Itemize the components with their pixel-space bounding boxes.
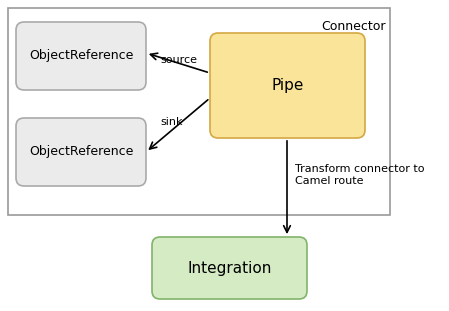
FancyBboxPatch shape xyxy=(152,237,307,299)
Text: ObjectReference: ObjectReference xyxy=(29,146,133,159)
FancyBboxPatch shape xyxy=(16,22,146,90)
Text: source: source xyxy=(160,55,197,65)
FancyBboxPatch shape xyxy=(16,118,146,186)
Text: sink: sink xyxy=(160,117,182,127)
FancyBboxPatch shape xyxy=(210,33,365,138)
Text: Transform connector to Camel route: Transform connector to Camel route xyxy=(295,164,424,186)
Text: Pipe: Pipe xyxy=(271,78,304,93)
Text: ObjectReference: ObjectReference xyxy=(29,49,133,63)
Text: Integration: Integration xyxy=(187,261,272,276)
Text: Connector: Connector xyxy=(321,20,386,33)
